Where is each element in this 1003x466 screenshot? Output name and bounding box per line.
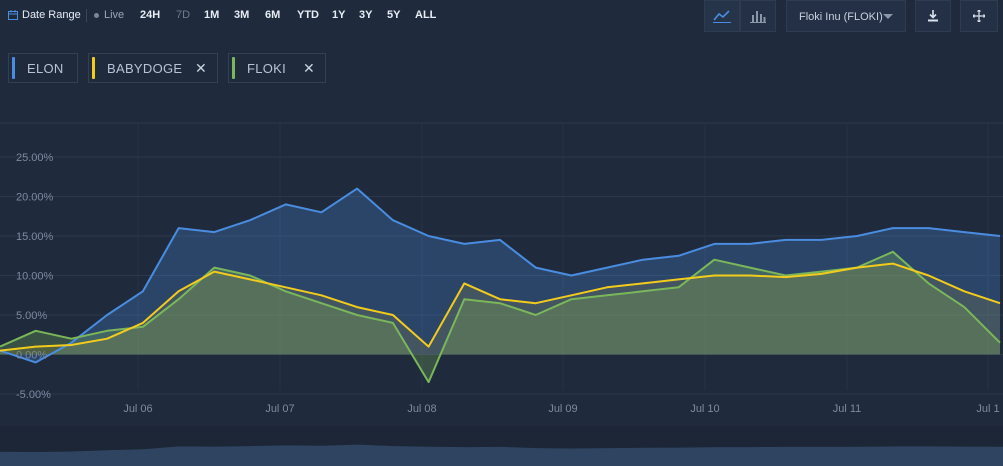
close-icon[interactable]: ✕ (302, 59, 315, 76)
series-area-floki (0, 251, 1000, 383)
legend-swatch (92, 57, 95, 79)
grid-lines (0, 122, 1003, 395)
legend-swatch (12, 57, 15, 79)
y-axis-labels: 25.00% 20.00% 15.00% 10.00% 5.00% 0.00% -5.00% (16, 152, 54, 401)
range-all[interactable]: ALL (415, 9, 437, 21)
x-tick-label: Jul 07 (265, 403, 294, 415)
comparison-chart[interactable]: 25.00% 20.00% 15.00% 10.00% 5.00% 0.00% -5.00%… (0, 100, 1003, 466)
x-axis-labels: Jul 06 Jul 07 Jul 08 Jul 09 Jul 10 Jul 11 Jul … (123, 403, 999, 415)
legend-label: BABYDOGE (107, 60, 183, 76)
x-tick-label: Jul 1 (976, 403, 999, 415)
range-7d[interactable]: 7D (176, 9, 191, 21)
series-line-babydoge[interactable] (0, 262, 1001, 352)
y-tick-label: 0.00% (16, 350, 47, 362)
toolbar-divider (86, 9, 87, 22)
bar-chart-icon (750, 11, 766, 23)
x-tick-label: Jul 09 (548, 403, 577, 415)
line-chart-icon (713, 10, 731, 23)
y-tick-label: 25.00% (16, 152, 54, 164)
range-3m[interactable]: 3M (234, 9, 250, 21)
calendar-icon (8, 10, 18, 21)
series-lines (0, 187, 1001, 384)
close-icon[interactable]: ✕ (194, 59, 207, 76)
download-icon (928, 10, 938, 22)
fullscreen-button[interactable] (960, 0, 998, 32)
line-chart-button[interactable] (704, 0, 740, 32)
bar-chart-button[interactable] (740, 0, 776, 32)
legend-item-floki[interactable]: FLOKI ✕ (228, 53, 326, 83)
date-range-button[interactable]: Date Range (8, 9, 81, 21)
move-icon (973, 10, 985, 22)
legend-swatch (232, 57, 235, 79)
chart-toolbar: Date Range Live 24H 7D 1M 3M 6M YTD 1Y 3… (0, 0, 1003, 32)
series-areas (0, 188, 1000, 383)
x-tick-label: Jul 06 (123, 403, 152, 415)
y-tick-label: -5.00% (16, 389, 51, 401)
x-tick-label: Jul 08 (407, 403, 436, 415)
range-ytd[interactable]: YTD (297, 9, 319, 21)
live-label: Live (104, 9, 125, 21)
y-tick-label: 15.00% (16, 231, 54, 243)
range-1y[interactable]: 1Y (332, 9, 346, 21)
legend-label: FLOKI (247, 60, 287, 76)
y-tick-label: 5.00% (16, 310, 47, 322)
coin-selector[interactable]: Floki Inu (FLOKI) (786, 0, 906, 32)
x-tick-label: Jul 10 (690, 403, 719, 415)
y-tick-label: 10.00% (16, 271, 54, 283)
live-dot-icon (94, 12, 99, 18)
coin-selector-value: Floki Inu (FLOKI) (799, 11, 883, 23)
range-navigator (0, 426, 1003, 466)
chevron-down-icon (883, 14, 893, 19)
range-24h[interactable]: 24H (140, 9, 161, 21)
x-tick-label: Jul 11 (833, 403, 862, 415)
range-3y[interactable]: 3Y (359, 9, 373, 21)
live-button[interactable]: Live (94, 9, 124, 21)
navigator-area (0, 444, 1003, 466)
legend-item-elon[interactable]: ELON (8, 53, 78, 83)
range-1m[interactable]: 1M (204, 9, 220, 21)
series-area-elon (0, 188, 1000, 363)
series-line-elon[interactable] (0, 187, 1001, 364)
y-tick-label: 20.00% (16, 192, 54, 204)
date-range-label: Date Range (22, 9, 81, 21)
range-5y[interactable]: 5Y (387, 9, 401, 21)
range-6m[interactable]: 6M (265, 9, 281, 21)
legend-item-babydoge[interactable]: BABYDOGE ✕ (88, 53, 218, 83)
series-line-floki[interactable] (0, 250, 1001, 384)
series-area-babydoge (0, 263, 1000, 355)
legend-label: ELON (27, 60, 64, 76)
download-button[interactable] (915, 0, 951, 32)
